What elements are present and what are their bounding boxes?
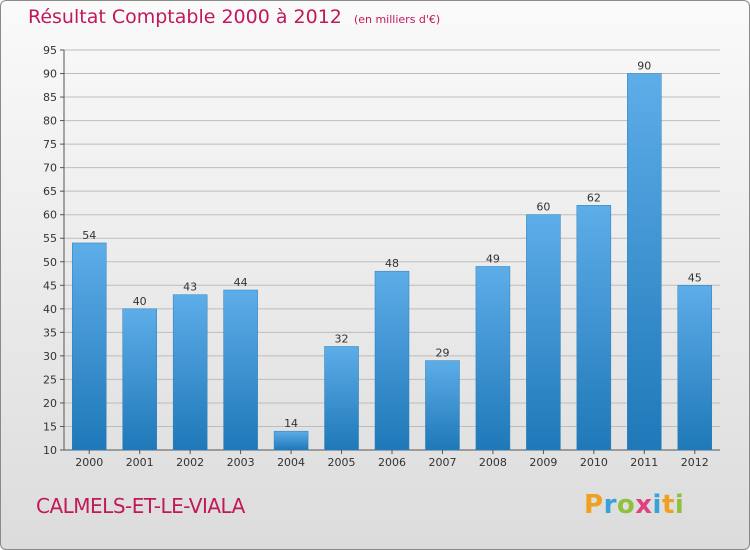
- x-tick-label: 2011: [630, 456, 658, 469]
- x-tick-label: 2005: [328, 456, 356, 469]
- bar: [576, 205, 612, 451]
- bar: [627, 73, 662, 451]
- x-tick-label: 2008: [479, 456, 507, 469]
- logo-letter: i: [652, 490, 662, 520]
- data-label: 45: [688, 271, 702, 284]
- y-tick-label: 95: [43, 44, 57, 57]
- bar: [223, 289, 258, 451]
- y-tick-label: 60: [43, 209, 57, 222]
- bar: [172, 294, 208, 451]
- logo-letter: i: [674, 490, 685, 520]
- bar: [425, 360, 460, 451]
- bar: [71, 242, 107, 451]
- x-tick-label: 2009: [529, 456, 557, 469]
- proxiti-logo: Proxiti: [584, 490, 684, 520]
- y-tick-label: 90: [43, 68, 57, 81]
- y-tick-label: 20: [43, 397, 57, 410]
- x-tick-label: 2000: [75, 456, 103, 469]
- x-tick-label: 2002: [176, 456, 204, 469]
- y-tick-label: 25: [43, 373, 57, 386]
- y-tick-label: 75: [43, 138, 57, 151]
- x-tick-label: 2007: [428, 456, 456, 469]
- x-tick-label: 2003: [227, 456, 255, 469]
- bar: [475, 266, 511, 451]
- place-name: CALMELS-ET-LE-VIALA: [36, 494, 245, 518]
- data-label: 40: [133, 295, 147, 308]
- y-tick-label: 45: [43, 279, 57, 292]
- data-label: 32: [335, 332, 349, 345]
- y-tick-label: 15: [43, 420, 57, 433]
- logo-letter: t: [661, 490, 675, 520]
- y-tick-label: 55: [43, 232, 57, 245]
- data-label: 43: [183, 281, 197, 294]
- x-tick-label: 2001: [126, 456, 154, 469]
- x-tick-label: 2012: [681, 456, 709, 469]
- data-label: 44: [234, 276, 248, 289]
- logo-letter: r: [603, 490, 617, 520]
- bar: [526, 214, 561, 451]
- y-tick-label: 10: [43, 444, 57, 457]
- data-label: 54: [82, 229, 96, 242]
- data-label: 90: [637, 60, 651, 73]
- data-label: 60: [536, 201, 550, 214]
- y-tick-label: 40: [43, 303, 57, 316]
- chart-title-block: Résultat Comptable 2000 à 2012 (en milli…: [28, 6, 440, 28]
- y-tick-label: 50: [43, 256, 57, 269]
- x-tick-label: 2006: [378, 456, 406, 469]
- bar: [122, 308, 157, 451]
- bar: [273, 430, 309, 451]
- data-label: 14: [284, 417, 298, 430]
- x-tick-label: 2004: [277, 456, 305, 469]
- data-label: 48: [385, 257, 399, 270]
- bar: [677, 285, 713, 451]
- logo-letter: P: [584, 490, 604, 520]
- bar: [374, 270, 410, 451]
- data-label: 62: [587, 191, 601, 204]
- chart-title: Résultat Comptable 2000 à 2012: [28, 6, 342, 28]
- y-tick-label: 35: [43, 326, 57, 339]
- y-tick-label: 30: [43, 350, 57, 363]
- logo-letter: x: [635, 490, 653, 520]
- y-tick-label: 85: [43, 91, 57, 104]
- data-label: 49: [486, 252, 500, 265]
- y-tick-label: 70: [43, 162, 57, 175]
- y-tick-label: 80: [43, 115, 57, 128]
- chart-subtitle: (en milliers d'€): [353, 13, 441, 26]
- x-tick-label: 2010: [580, 456, 608, 469]
- y-tick-label: 65: [43, 185, 57, 198]
- bar: [324, 346, 359, 451]
- logo-letter: o: [616, 490, 636, 520]
- data-label: 29: [435, 347, 449, 360]
